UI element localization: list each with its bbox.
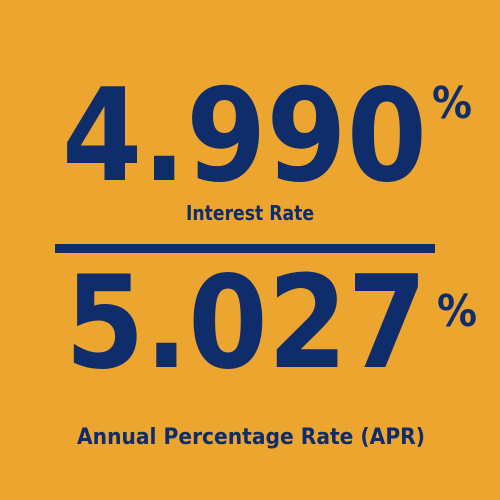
interest-rate-symbol: % [432, 78, 472, 129]
interest-rate-value: 4.990 [62, 62, 427, 211]
divider [55, 244, 435, 253]
apr-label: Annual Percentage Rate (APR) [77, 425, 425, 450]
apr-symbol: % [437, 286, 477, 337]
interest-rate-label: Interest Rate [186, 201, 314, 225]
apr-value: 5.027 [65, 249, 427, 398]
